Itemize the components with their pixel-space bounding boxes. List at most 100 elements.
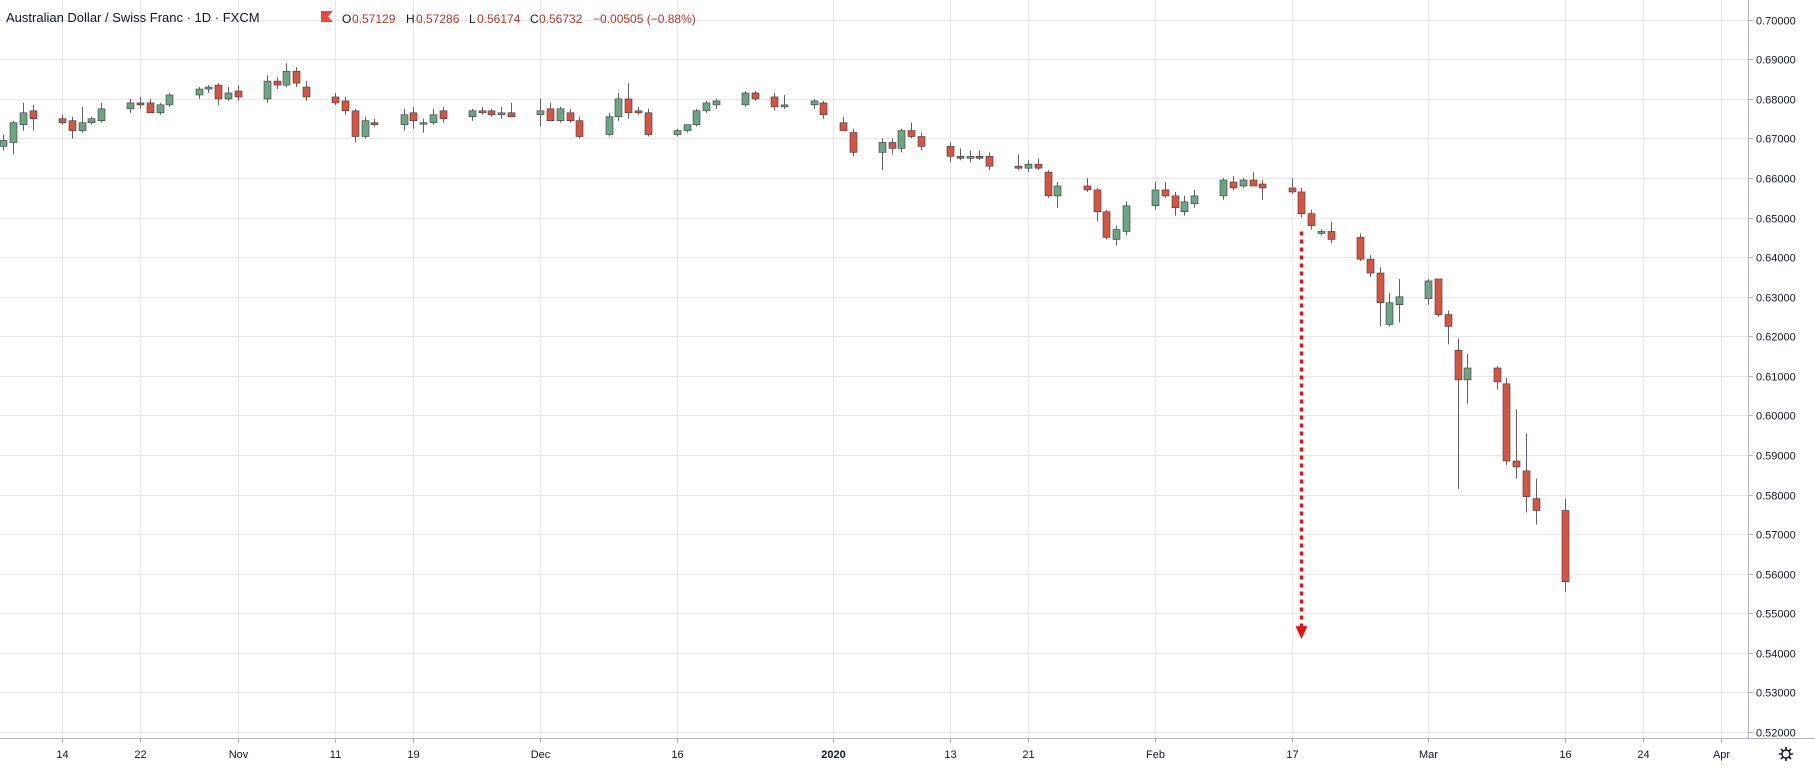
candle-body-up (897, 130, 906, 149)
candle (1044, 170, 1053, 198)
candle (1493, 366, 1502, 390)
candle (429, 108, 438, 125)
candle (888, 138, 897, 155)
candle-body-down (888, 142, 897, 149)
price-tick-label: 0.64000 (1756, 253, 1796, 265)
candle (19, 102, 28, 131)
candle (1112, 225, 1121, 246)
candle (1122, 201, 1131, 236)
candle (1024, 160, 1033, 173)
time-tick-label: 19 (407, 749, 419, 761)
price-tick-label: 0.60000 (1756, 411, 1796, 423)
candle-body-up (400, 114, 409, 125)
price-tick-label: 0.58000 (1756, 491, 1796, 503)
candle-body-down (1512, 460, 1521, 468)
candle-body-down (1366, 258, 1375, 274)
candle (878, 138, 887, 171)
candle (292, 67, 301, 88)
candle-body-down (1034, 163, 1043, 169)
candle (1239, 178, 1248, 188)
candle (370, 118, 379, 127)
candle (712, 98, 721, 109)
candle (409, 106, 418, 129)
price-axis[interactable]: 0.70000 0.69000 0.68000 0.67000 0.66000 0.650… (1748, 16, 1796, 740)
candle (819, 100, 828, 119)
candle-body-up (683, 124, 692, 131)
candle-body-down (292, 70, 301, 84)
candle-body-up (614, 98, 623, 118)
candle-body-down (409, 112, 418, 121)
candle (1171, 191, 1180, 216)
candles (0, 63, 1570, 592)
candle-body-down (507, 112, 516, 118)
candle-body-up (1053, 185, 1062, 197)
candle-body-down (1356, 237, 1365, 260)
candle-body-down (68, 120, 77, 131)
candle-body-down (575, 120, 584, 137)
price-tick-label: 0.68000 (1756, 95, 1796, 107)
candle (224, 87, 233, 101)
candle (1034, 158, 1043, 171)
candle (507, 102, 516, 118)
candle-body-up (692, 110, 701, 125)
symbol-title[interactable]: Australian Dollar / Swiss Franc · 1D · F… (6, 10, 260, 25)
candle (165, 92, 174, 107)
candle-body-up (224, 92, 233, 100)
candle-body-down (341, 100, 350, 112)
time-axis[interactable]: 14 22 Nov 11 19 Dec 16 2020 13 21 Feb 17 Mar 16 24 Apr (56, 738, 1730, 761)
candle-body-down (819, 102, 828, 116)
candle (439, 106, 448, 123)
candle-body-down (985, 156, 994, 167)
candle-body-up (263, 80, 272, 100)
candle-body-down (1327, 231, 1336, 240)
candle (331, 92, 340, 105)
candle-body-down (907, 130, 916, 137)
candle (1424, 278, 1433, 305)
candle-body-up (9, 122, 18, 143)
candle (1522, 433, 1531, 513)
flag-icon[interactable] (321, 11, 333, 22)
candle (917, 132, 926, 151)
candle (361, 116, 370, 139)
gear-icon[interactable] (1778, 746, 1794, 762)
candle (1014, 154, 1023, 171)
candle (68, 116, 77, 139)
down-arrow-annotation[interactable] (1295, 231, 1308, 640)
candle (1229, 176, 1238, 190)
candle (1288, 178, 1297, 194)
high-value: 0.57286 (416, 12, 460, 26)
candle (204, 85, 213, 93)
candle-body-down (1376, 272, 1385, 304)
candle (849, 128, 858, 157)
time-tick-label: 2020 (821, 749, 845, 761)
time-tick-label: 13 (944, 749, 956, 761)
candle-body-down (351, 110, 360, 137)
candle-body-down (1171, 195, 1180, 209)
time-tick-label: 11 (330, 749, 341, 761)
candle (556, 106, 565, 123)
time-tick-label: Dec (531, 749, 551, 761)
candle-body-up (556, 108, 565, 121)
high-label: H (406, 12, 415, 26)
candle-body-down (1297, 191, 1306, 214)
candle-body-down (1014, 165, 1023, 169)
candle-body-down (1532, 498, 1541, 511)
candle-body-up (712, 100, 721, 106)
candle (946, 142, 955, 163)
candle-body-down (1229, 181, 1238, 189)
candle (1093, 187, 1102, 222)
candle-body-up (0, 140, 8, 147)
candle-body-up (1219, 179, 1228, 197)
candle-body-down (439, 110, 448, 120)
candle (282, 63, 291, 88)
candle-body-down (751, 92, 760, 100)
candle-body-down (1502, 383, 1511, 462)
candle-body-down (146, 102, 155, 114)
candle-body-up (282, 70, 291, 86)
candle (839, 116, 848, 131)
candle (1366, 255, 1375, 277)
candle (751, 91, 760, 101)
time-tick-label: 16 (1559, 749, 1571, 761)
candle (146, 98, 155, 114)
